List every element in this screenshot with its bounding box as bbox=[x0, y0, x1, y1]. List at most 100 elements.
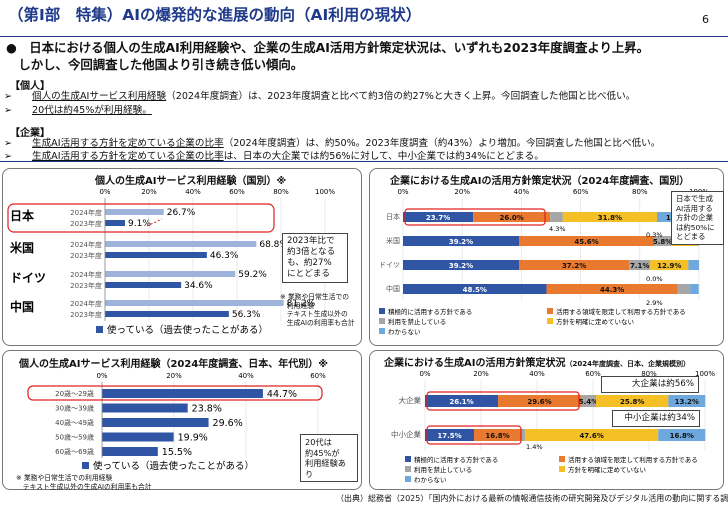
series-label: 2023年度 bbox=[70, 219, 102, 228]
bar-segment bbox=[403, 284, 547, 294]
data-label: 16.8% bbox=[670, 432, 694, 440]
legend-label: 積極的に活用する方針である bbox=[388, 307, 472, 316]
data-label: 4.3% bbox=[549, 225, 566, 233]
bar-segment bbox=[403, 260, 520, 270]
data-label: 26.1% bbox=[449, 398, 473, 406]
highlight-sme bbox=[426, 425, 522, 445]
data-label: 25.8% bbox=[620, 398, 644, 406]
country-label: 日本 bbox=[10, 208, 34, 223]
callout-sme: 中小企業は約34% bbox=[612, 410, 700, 427]
data-label: 2.9% bbox=[646, 299, 663, 307]
data-label: 44.3% bbox=[600, 286, 624, 294]
data-label: 15.5% bbox=[162, 447, 192, 458]
legend-swatch bbox=[379, 318, 385, 324]
chart-title: 企業における生成AIの活用方針策定状況（2024年度調査、国別） bbox=[390, 176, 690, 187]
bar-segment bbox=[550, 212, 563, 222]
legend-swatch bbox=[405, 456, 411, 462]
x-tick-label: 60% bbox=[310, 372, 326, 380]
data-label: 0.0% bbox=[646, 275, 663, 283]
bar bbox=[102, 418, 209, 427]
data-label: 68.8% bbox=[259, 240, 288, 250]
x-tick-label: 60% bbox=[573, 188, 589, 196]
note-age: ※ 業務や日常生活での利用経験 テキスト生成以外の生成AIの利用率も合計 bbox=[16, 474, 152, 491]
x-tick-label: 0% bbox=[96, 372, 107, 380]
chart-title: 個人の生成AIサービス利用経験（2024年度調査、日本、年代別）※ bbox=[19, 359, 329, 370]
country-label: ドイツ bbox=[10, 271, 46, 285]
chart-title: 企業における生成AIの活用方針策定状況（2024年度調査、日本、企業規模別） bbox=[384, 358, 690, 369]
legend-label: 積極的に活用する方針である bbox=[414, 455, 498, 464]
series-label: 2024年度 bbox=[70, 208, 102, 217]
data-label: 81.2% bbox=[287, 299, 316, 309]
callout-japan-3x: 2023年比で 約3倍となる も、約27% にとどまる bbox=[282, 233, 348, 283]
data-label: 37.2% bbox=[562, 262, 586, 270]
bar-segment bbox=[474, 429, 522, 441]
note-individual: ※ 業務や日常生活での 利用経験 テキスト生成以外の 生成AIの利用率も合計 bbox=[280, 293, 355, 327]
data-label: 26.0% bbox=[499, 214, 523, 222]
data-label: 56.3% bbox=[232, 310, 261, 320]
x-tick-label: 60% bbox=[229, 188, 245, 196]
highlight-20s bbox=[27, 385, 323, 401]
data-label: 13.2% bbox=[675, 398, 699, 406]
bar-segment bbox=[524, 429, 659, 441]
x-tick-label: 40% bbox=[238, 372, 254, 380]
legend-label: 活用する領域を限定して利用する方針である bbox=[568, 455, 698, 464]
data-label: 45.6% bbox=[574, 238, 598, 246]
bar bbox=[102, 432, 174, 442]
data-label: 5.8% bbox=[653, 238, 672, 246]
data-label: 1.4% bbox=[526, 443, 543, 451]
x-tick-label: 100% bbox=[315, 188, 335, 196]
page-number: 6 bbox=[702, 13, 709, 26]
bar-segment bbox=[498, 395, 581, 407]
country-label: 米国 bbox=[10, 240, 34, 255]
legend-label: 使っている（過去使ったことがある） bbox=[93, 460, 254, 472]
x-tick-label: 20% bbox=[141, 188, 157, 196]
bar-segment bbox=[658, 429, 706, 441]
data-label: 39.2% bbox=[449, 262, 473, 270]
chart-country-individual: 0% 20% 40% 60% 80% 100% 日本 2024年度 26.7% 2023年度 9.1… bbox=[7, 188, 335, 336]
data-label: 31.8% bbox=[598, 214, 622, 222]
bar-segment bbox=[629, 260, 651, 270]
x-tick-label: 20% bbox=[473, 370, 489, 378]
chart-country-corporate: 0%20%40%60%80%100%日本23.7%26.0%31.8%14.2%… bbox=[379, 188, 709, 336]
legend-swatch bbox=[96, 326, 103, 333]
individual-point-2: ➢ 20代は約45%が利用経験。 bbox=[4, 105, 152, 116]
bar-segment bbox=[473, 212, 551, 222]
bar bbox=[102, 403, 188, 413]
chart-title: 個人の生成AIサービス利用経験（国別）※ bbox=[95, 176, 287, 187]
category-label: 大企業 bbox=[399, 395, 422, 405]
callout-large: 大企業は約56% bbox=[601, 376, 699, 393]
legend-label: 使っている（過去使ったことがある） bbox=[107, 324, 268, 336]
legend-label: 利用を禁止している bbox=[388, 317, 446, 326]
callout-japan-50: 日本で生成 AI活用する 方針の企業 は約50%に とどまる bbox=[671, 191, 724, 245]
bar-segment bbox=[654, 236, 672, 246]
data-label: 29.6% bbox=[213, 418, 243, 429]
bar bbox=[102, 447, 158, 456]
x-tick-label: 40% bbox=[514, 188, 530, 196]
legend-label: 活用する領域を限定して利用する方針である bbox=[556, 307, 686, 316]
individual-point-1: ➢ 個人の生成AIサービス利用経験（2024年度調査）は、2023年度調査と比べて… bbox=[4, 91, 636, 102]
bar-segment bbox=[677, 284, 691, 294]
highlight-japan bbox=[404, 208, 546, 226]
x-tick-label: 40% bbox=[185, 188, 201, 196]
data-label: 59.2% bbox=[238, 270, 267, 280]
bar-segment bbox=[425, 429, 474, 441]
category-label: 日本 bbox=[386, 212, 400, 221]
bar bbox=[105, 209, 164, 215]
bar-segment bbox=[403, 212, 474, 222]
category-label: 中小企業 bbox=[391, 429, 421, 439]
x-tick-label: 80% bbox=[273, 188, 289, 196]
legend-label: 方針を明確に定めていない bbox=[568, 465, 646, 474]
x-tick-label: 20% bbox=[166, 372, 182, 380]
series-label: 2023年度 bbox=[70, 281, 102, 290]
data-label: 23.8% bbox=[192, 404, 222, 415]
legend-swatch bbox=[547, 318, 553, 324]
bar-segment bbox=[403, 236, 520, 246]
age-label: 60歳～69歳 bbox=[55, 447, 94, 456]
individual-label: 【個人】 bbox=[10, 81, 50, 92]
category-label: 米国 bbox=[386, 236, 400, 245]
x-tick-label: 60% bbox=[585, 370, 601, 378]
chart-age: 0% 20% 40% 60% 20歳～29歳 44.7% 30歳～39歳 23.8% 40歳～4… bbox=[27, 372, 326, 472]
data-label: 44.7% bbox=[267, 389, 297, 400]
chart-size: 0% 20% 40% 60% 80% 100% 大企業 26.1% 29.6% 5.4% 25.8%… bbox=[391, 370, 715, 484]
bar-segment bbox=[546, 284, 678, 294]
